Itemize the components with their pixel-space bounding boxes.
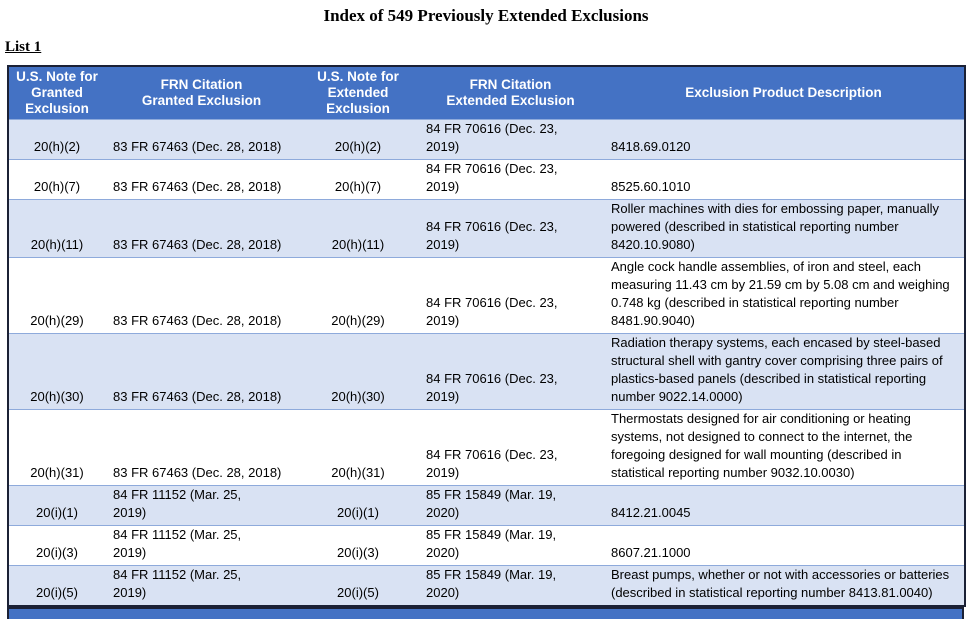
table-row: 20(i)(3) 84 FR 11152 (Mar. 25, 2019) 20(… (8, 525, 965, 566)
header-granted-frn: FRN Citation Granted Exclusion (105, 66, 298, 120)
header-extended-frn: FRN Citation Extended Exclusion (418, 66, 603, 120)
description-cell: Breast pumps, whether or not with access… (611, 567, 950, 600)
table-row: 20(h)(11) 83 FR 67463 (Dec. 28, 2018) 20… (8, 199, 965, 258)
extended-frn-cell: 84 FR 70616 (Dec. 23, 2019) (426, 295, 558, 328)
granted-frn-cell: 83 FR 67463 (Dec. 28, 2018) (113, 465, 282, 480)
table-row: 20(h)(7) 83 FR 67463 (Dec. 28, 2018) 20(… (8, 159, 965, 200)
granted-frn-cell: 83 FR 67463 (Dec. 28, 2018) (113, 237, 282, 252)
granted-frn-cell: 84 FR 11152 (Mar. 25, 2019) (113, 527, 242, 560)
granted-note-cell: 20(i)(5) (36, 585, 78, 600)
extended-note-cell: 20(i)(3) (337, 545, 379, 560)
description-cell: 8412.21.0045 (611, 505, 691, 520)
granted-frn-cell: 83 FR 67463 (Dec. 28, 2018) (113, 139, 282, 154)
description-cell: Thermostats designed for air conditionin… (611, 411, 913, 480)
extended-frn-cell: 85 FR 15849 (Mar. 19, 2020) (426, 567, 557, 600)
granted-note-cell: 20(h)(29) (30, 313, 84, 328)
header-row: U.S. Note for Granted Exclusion FRN Cita… (8, 66, 965, 120)
list-label: List 1 (5, 39, 42, 55)
granted-frn-cell: 83 FR 67463 (Dec. 28, 2018) (113, 389, 282, 404)
granted-note-cell: 20(h)(31) (30, 465, 84, 480)
description-cell: 8607.21.1000 (611, 545, 691, 560)
granted-frn-cell: 84 FR 11152 (Mar. 25, 2019) (113, 487, 242, 520)
table-row: 20(h)(2) 83 FR 67463 (Dec. 28, 2018) 20(… (8, 119, 965, 160)
extended-frn-cell: 84 FR 70616 (Dec. 23, 2019) (426, 161, 558, 194)
granted-note-cell: 20(i)(1) (36, 505, 78, 520)
granted-note-cell: 20(h)(7) (33, 179, 81, 194)
table-header: U.S. Note for Granted Exclusion FRN Cita… (8, 66, 965, 120)
extended-note-cell: 20(h)(7) (334, 179, 382, 194)
description-cell: Roller machines with dies for embossing … (611, 201, 940, 252)
table-row: 20(h)(31) 83 FR 67463 (Dec. 28, 2018) 20… (8, 409, 965, 486)
extended-frn-cell: 84 FR 70616 (Dec. 23, 2019) (426, 371, 558, 404)
header-extended-note: U.S. Note for Extended Exclusion (298, 66, 418, 120)
header-description: Exclusion Product Description (603, 66, 965, 120)
granted-frn-cell: 84 FR 11152 (Mar. 25, 2019) (113, 567, 242, 600)
table-row: 20(i)(1) 84 FR 11152 (Mar. 25, 2019) 20(… (8, 485, 965, 526)
extended-frn-cell: 85 FR 15849 (Mar. 19, 2020) (426, 487, 557, 520)
table-row: 20(i)(5) 84 FR 11152 (Mar. 25, 2019) 20(… (8, 565, 965, 606)
page-title: Index of 549 Previously Extended Exclusi… (323, 6, 649, 25)
extended-note-cell: 20(i)(1) (337, 505, 379, 520)
description-cell: Angle cock handle assemblies, of iron an… (611, 259, 950, 328)
extended-frn-cell: 84 FR 70616 (Dec. 23, 2019) (426, 447, 558, 480)
table-body: 20(h)(2) 83 FR 67463 (Dec. 28, 2018) 20(… (8, 119, 965, 606)
table-row: 20(h)(30) 83 FR 67463 (Dec. 28, 2018) 20… (8, 333, 965, 410)
description-cell: 8525.60.1010 (611, 179, 691, 194)
extended-frn-cell: 84 FR 70616 (Dec. 23, 2019) (426, 121, 558, 154)
description-cell: Radiation therapy systems, each encased … (611, 335, 943, 404)
granted-note-cell: 20(h)(30) (30, 389, 84, 404)
granted-frn-cell: 83 FR 67463 (Dec. 28, 2018) (113, 313, 282, 328)
extended-frn-cell: 84 FR 70616 (Dec. 23, 2019) (426, 219, 558, 252)
next-table-header-strip (7, 607, 964, 619)
table-row: 20(h)(29) 83 FR 67463 (Dec. 28, 2018) 20… (8, 257, 965, 334)
granted-note-cell: 20(i)(3) (36, 545, 78, 560)
extended-note-cell: 20(h)(30) (331, 389, 385, 404)
extended-note-cell: 20(i)(5) (337, 585, 379, 600)
exclusions-table: U.S. Note for Granted Exclusion FRN Cita… (7, 65, 966, 607)
granted-note-cell: 20(h)(2) (33, 139, 81, 154)
granted-frn-cell: 83 FR 67463 (Dec. 28, 2018) (113, 179, 282, 194)
granted-note-cell: 20(h)(11) (30, 237, 84, 252)
extended-note-cell: 20(h)(31) (331, 465, 385, 480)
description-cell: 8418.69.0120 (611, 139, 691, 154)
extended-note-cell: 20(h)(29) (331, 313, 385, 328)
extended-note-cell: 20(h)(2) (334, 139, 382, 154)
extended-frn-cell: 85 FR 15849 (Mar. 19, 2020) (426, 527, 557, 560)
extended-note-cell: 20(h)(11) (331, 237, 385, 252)
header-granted-note: U.S. Note for Granted Exclusion (8, 66, 105, 120)
